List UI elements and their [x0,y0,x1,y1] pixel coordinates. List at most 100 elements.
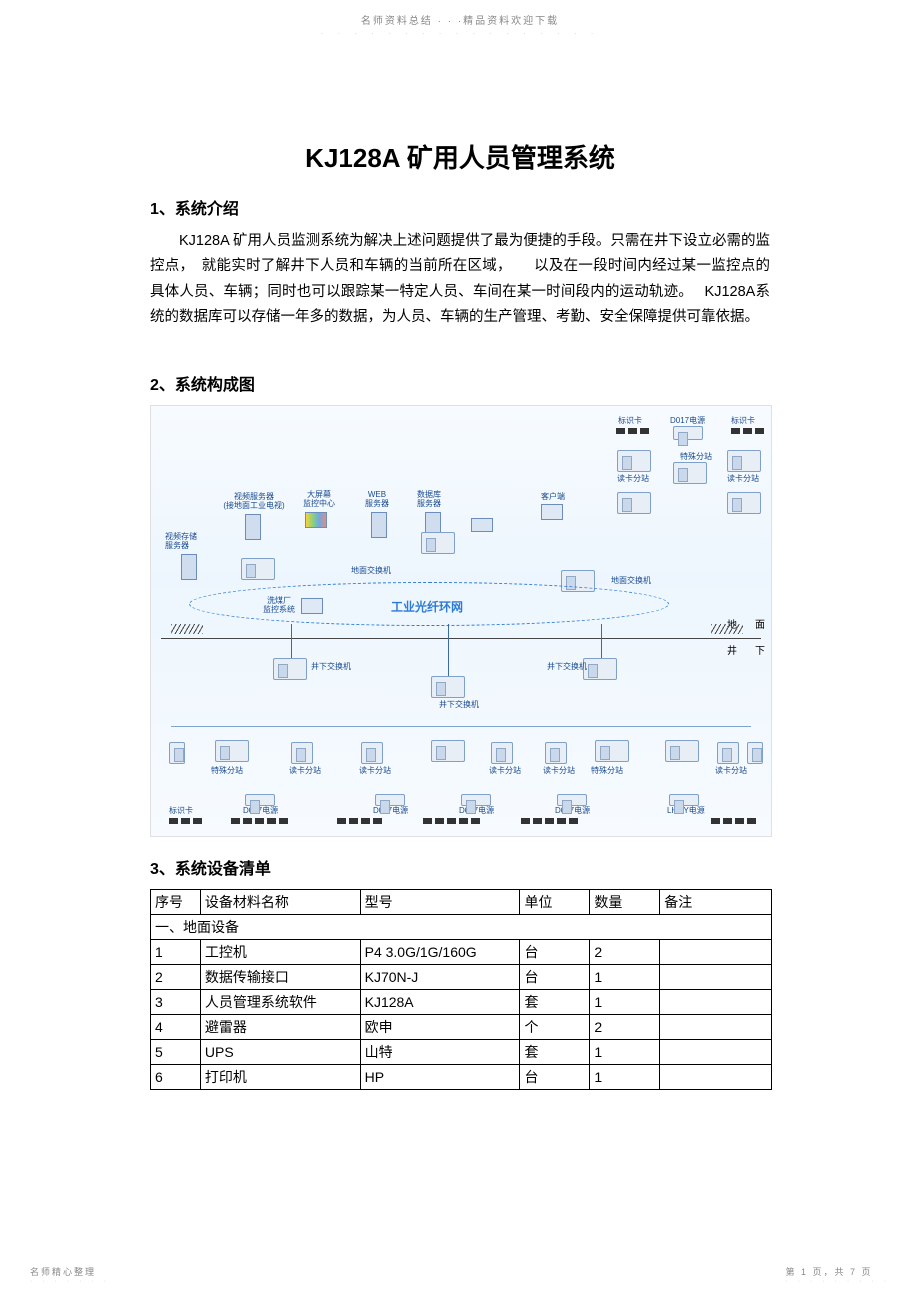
hatch-icon [171,624,203,634]
cell [660,1039,772,1064]
label-reader: 读卡分站 [727,474,759,484]
cell: 5 [151,1039,201,1064]
footer-dots: · · · · · · · [30,1278,110,1285]
switch-box-icon [431,676,465,698]
cell: 台 [520,964,590,989]
label-power-d: D017电源 [243,806,278,816]
table-section-row: 一、地面设备 [151,914,772,939]
reader-box-icon [727,492,761,514]
footer-right: 第 1 页，共 7 页 · · · · · · · · · [785,1265,890,1285]
table-row: 3 人员管理系统软件 KJ128A 套 1 [151,989,772,1014]
cell: 个 [520,1014,590,1039]
col-unit: 单位 [520,889,590,914]
id-card-icon [423,818,432,824]
reader-box-icon [361,742,383,764]
label-power-d: D017电源 [459,806,494,816]
table-header-row: 序号 设备材料名称 型号 单位 数量 备注 [151,889,772,914]
label-uw-switch: 井下交换机 [439,700,479,710]
label-uw-switch: 井下交换机 [311,662,351,672]
cell: KJ128A [360,989,520,1014]
table-row: 6 打印机 HP 台 1 [151,1064,772,1089]
label-video-storage: 视频存储 服务器 [165,532,197,551]
id-card-icon [755,428,764,434]
id-card-icon [521,818,530,824]
label-power-l: LHGY电源 [667,806,705,816]
cell: 避雷器 [200,1014,360,1039]
page-content: KJ128A 矿用人员管理系统 1、系统介绍 KJ128A 矿用人员监测系统为解… [0,138,920,1090]
server-icon [371,512,387,538]
id-card-icon [243,818,252,824]
label-db-server: 数据库 服务器 [417,490,441,509]
header-dots: · · · · · · · · · · · · · · · · · [0,29,920,38]
id-card-icon [267,818,276,824]
label-reader: 读卡分站 [617,474,649,484]
hatch-icon [711,624,743,634]
label-reader: 读卡分站 [715,766,747,776]
table-row: 2 数据传输接口 KJ70N-J 台 1 [151,964,772,989]
label-ring: 工业光纤环网 [391,598,463,615]
cell: 1 [590,964,660,989]
label-reader: 读卡分站 [289,766,321,776]
power-box-icon [673,426,703,440]
table-row: 1 工控机 P4 3.0G/1G/160G 台 2 [151,939,772,964]
cell: 2 [590,1014,660,1039]
col-note: 备注 [660,889,772,914]
cell: 2 [590,939,660,964]
label-web-server: WEB 服务器 [365,490,389,509]
section-3-heading: 3、系统设备清单 [150,855,770,879]
cell: 1 [151,939,201,964]
footer-left: 名师精心整理 · · · · · · · [30,1265,110,1285]
id-card-icon [471,818,480,824]
label-video-server: 视频服务器 (接地面工业电视) [215,492,293,511]
id-card-icon [743,428,752,434]
equipment-table: 序号 设备材料名称 型号 单位 数量 备注 一、地面设备 1 工控机 P4 3.… [150,889,772,1090]
id-card-icon [373,818,382,824]
cell [660,1064,772,1089]
id-card-icon [723,818,732,824]
reader-box-icon [545,742,567,764]
footer-left-text: 名师精心整理 [30,1265,110,1278]
section-1-heading: 1、系统介绍 [150,195,770,219]
label-id-card: 标识卡 [618,416,642,426]
cell [660,939,772,964]
cell: 打印机 [200,1064,360,1089]
id-card-icon [533,818,542,824]
cell: 3 [151,989,201,1014]
id-card-icon [628,428,637,434]
id-card-icon [747,818,756,824]
page-footer: 名师精心整理 · · · · · · · 第 1 页，共 7 页 · · · ·… [0,1265,920,1285]
label-id-card: 标识卡 [731,416,755,426]
id-card-icon [711,818,720,824]
power-box-icon [375,794,405,806]
cell: 台 [520,939,590,964]
switch-box-icon [421,532,455,554]
cell: 台 [520,1064,590,1089]
reader-box-icon [617,450,651,472]
label-underground: 井 下 [727,646,769,658]
cell: 2 [151,964,201,989]
cell: KJ70N-J [360,964,520,989]
cell: 6 [151,1064,201,1089]
printer-icon [471,518,493,532]
label-special: 特殊分站 [680,452,712,462]
big-screen-icon [305,512,327,528]
id-card-icon [169,818,178,824]
reader-box-icon [169,742,185,764]
cell: HP [360,1064,520,1089]
id-card-icon [731,428,740,434]
cell: UPS [200,1039,360,1064]
intro-text: KJ128A 矿用人员监测系统为解决上述问题提供了最为便捷的手段。只需在井下设立… [150,233,770,325]
label-client: 客户端 [541,492,565,502]
id-card-icon [337,818,346,824]
header-text: 名师资料总结 · · ·精品资料欢迎下载 [0,0,920,27]
label-power-d: D017电源 [555,806,590,816]
power-box-icon [245,794,275,806]
reader-box-icon [291,742,313,764]
reader-box-icon [673,462,707,484]
connector [448,624,449,676]
id-card-icon [545,818,554,824]
cell: 数据传输接口 [200,964,360,989]
section-1-paragraph: KJ128A 矿用人员监测系统为解决上述问题提供了最为便捷的手段。只需在井下设立… [150,229,770,331]
cell: P4 3.0G/1G/160G [360,939,520,964]
label-reader: 读卡分站 [543,766,575,776]
